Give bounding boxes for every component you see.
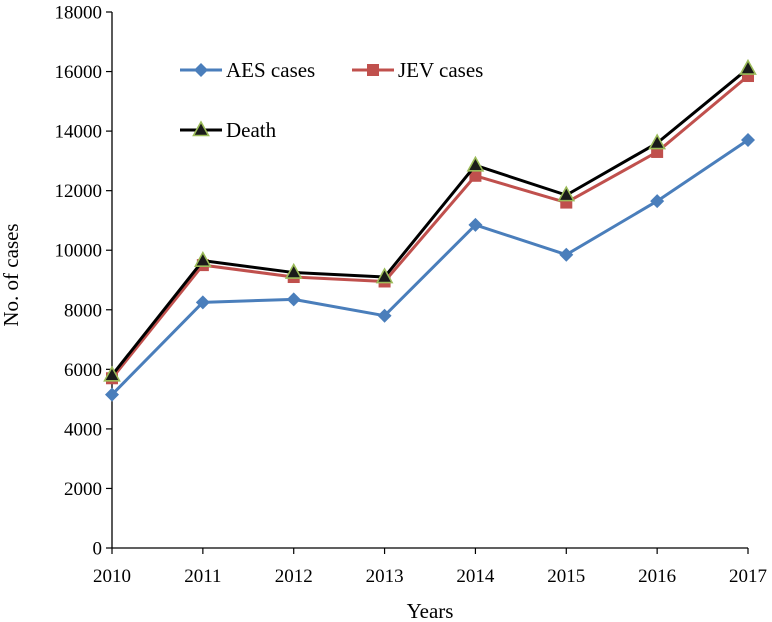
data-point [195,295,210,310]
series-line [110,74,749,380]
legend-label: Death [226,118,277,142]
data-point [377,308,392,323]
x-tick-label: 2017 [729,566,767,587]
y-tick-label: 18000 [55,3,103,24]
y-tick-label: 0 [93,539,103,560]
series-line [110,67,749,377]
legend-item: JEV cases [352,58,483,82]
data-point [466,155,485,172]
y-tick-label: 12000 [55,181,103,202]
data-point [103,365,121,382]
data-point [468,217,483,232]
data-point [648,133,667,150]
x-tick-label: 2015 [547,566,585,587]
y-tick-label: 10000 [55,241,103,262]
data-point [286,292,301,307]
series-diamond [105,133,755,402]
data-point [650,194,665,209]
series-group [103,58,757,402]
legend-label: JEV cases [398,58,483,82]
data-point [739,58,757,75]
y-tick-label: 4000 [64,419,102,440]
data-point [469,169,482,182]
legend-item: Death [180,118,277,142]
y-tick-label: 6000 [64,360,102,381]
x-tick-label: 2011 [184,566,221,587]
data-point [741,133,755,148]
x-tick-label: 2010 [93,566,131,587]
x-tick-label: 2012 [275,566,313,587]
series-triangle [103,58,757,382]
data-point [559,247,574,262]
legend-marker [367,64,379,76]
data-point [284,262,303,279]
x-tick-label: 2013 [366,566,404,587]
x-ticks: 2010 2011 2012 2013 2014 2015 2016 2017 [93,548,767,587]
legend-marker [194,63,208,77]
data-point [557,185,576,202]
data-point [375,267,394,284]
y-tick-label: 14000 [55,122,103,143]
x-tick-label: 2016 [638,566,676,587]
y-ticks: 0 2000 4000 6000 8000 10000 12000 14000 16000 180… [55,3,112,560]
legend-label: AES cases [226,58,315,82]
y-tick-label: 16000 [55,62,103,83]
legend: AES cases JEV cases Death [180,58,483,142]
y-tick-label: 8000 [64,300,102,321]
x-axis-label: Years [407,599,454,622]
y-axis-label: No. of cases [0,223,23,326]
legend-item: AES cases [180,58,315,82]
axes [111,12,748,549]
series-square [106,70,754,385]
series-line [110,138,749,396]
legend-marker [192,120,210,137]
data-point [193,250,212,267]
data-point [105,387,119,402]
x-tick-label: 2014 [456,566,495,587]
y-tick-label: 2000 [64,479,102,500]
